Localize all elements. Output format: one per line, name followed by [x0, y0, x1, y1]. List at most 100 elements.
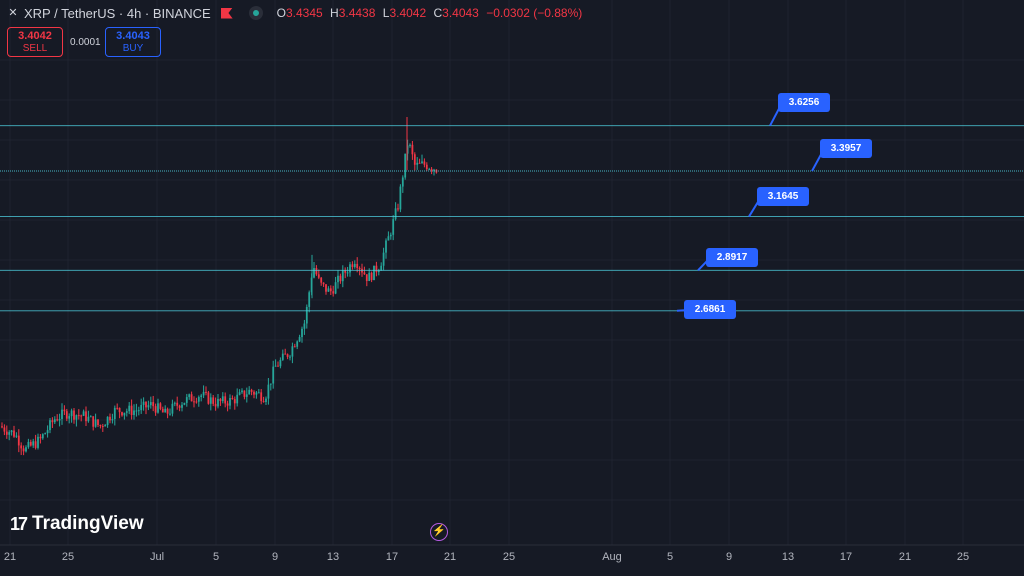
flag-icon[interactable]	[220, 7, 233, 19]
candle-body	[399, 186, 402, 210]
candle-body	[135, 410, 138, 412]
candle-body	[142, 401, 145, 405]
level-badge[interactable]: 3.6256	[778, 93, 830, 112]
candle-body	[315, 267, 318, 275]
candle-body	[418, 162, 421, 164]
candle-body	[41, 434, 44, 439]
candle-body	[406, 145, 409, 154]
tradingview-logo[interactable]: 17 TradingView	[10, 513, 144, 534]
level-badge[interactable]: 2.8917	[706, 248, 758, 267]
candle-body	[56, 419, 59, 421]
eye-icon[interactable]	[248, 6, 263, 20]
candle-body	[284, 353, 287, 355]
sell-button[interactable]: 3.4042 SELL	[7, 27, 63, 57]
candle-body	[161, 408, 164, 413]
lightning-icon[interactable]: ⚡	[430, 523, 448, 541]
candle-body	[363, 272, 366, 275]
x-tick: 21	[3, 551, 17, 563]
candle-body	[231, 398, 234, 400]
candle-body	[219, 398, 222, 402]
candle-body	[308, 292, 311, 307]
candle-body	[82, 411, 85, 416]
candle-body	[166, 408, 169, 414]
candle-body	[195, 401, 198, 403]
x-tick: 5	[666, 551, 674, 563]
candle-body	[101, 425, 104, 427]
x-tick: Jul	[149, 551, 165, 563]
candle-body	[344, 270, 347, 273]
candle-body	[200, 395, 203, 398]
level-badge[interactable]: 3.1645	[757, 187, 809, 206]
candle-body	[385, 240, 387, 253]
x-tick: 9	[725, 551, 733, 563]
candle-body	[10, 430, 13, 433]
candle-body	[125, 411, 128, 413]
candle-body	[339, 275, 342, 282]
symbol-title[interactable]: XRP / TetherUS · 4h · BINANCE	[24, 5, 211, 21]
candle-body	[116, 407, 119, 409]
candle-body	[260, 392, 263, 402]
candle-body	[87, 416, 90, 422]
candle-body	[73, 410, 75, 420]
candle-body	[279, 359, 282, 367]
candle-body	[416, 162, 419, 165]
x-tick: 21	[898, 551, 912, 563]
candle-body	[15, 435, 18, 437]
chart-grid	[0, 0, 1024, 545]
candle-body	[128, 405, 131, 412]
candle-body	[365, 274, 368, 282]
candle-body	[58, 418, 61, 421]
candle-body	[291, 346, 294, 357]
x-tick: 25	[956, 551, 970, 563]
candle-body	[334, 282, 337, 294]
level-badge[interactable]: 2.6861	[684, 300, 736, 319]
candle-body	[183, 402, 186, 405]
candle-body	[104, 425, 107, 427]
candle-body	[413, 154, 416, 165]
candle-body	[212, 397, 215, 404]
candle-body	[109, 416, 111, 421]
candle-body	[75, 415, 78, 420]
candle-body	[39, 436, 42, 439]
candle-body	[430, 168, 433, 171]
candle-body	[411, 144, 414, 155]
candle-body	[224, 396, 227, 404]
candle-body	[99, 425, 102, 427]
candle-body	[159, 403, 162, 409]
candle-body	[289, 356, 291, 358]
candle-body	[394, 208, 397, 220]
buy-button[interactable]: 3.4043 BUY	[105, 27, 161, 57]
candle-body	[154, 406, 157, 413]
candle-body	[61, 409, 63, 419]
candle-body	[77, 415, 80, 417]
candle-body	[269, 383, 272, 385]
candle-body	[421, 161, 423, 164]
candle-body	[250, 389, 253, 392]
candle-body	[106, 416, 109, 426]
candle-body	[171, 403, 174, 414]
candle-body	[281, 353, 284, 360]
candle-body	[207, 392, 210, 404]
price-change: −0.0302 (−0.88%)	[486, 6, 583, 20]
candle-body	[169, 413, 171, 415]
candle-body	[34, 441, 37, 448]
candle-body	[425, 164, 428, 170]
candle-body	[149, 402, 152, 406]
candle-body	[226, 403, 229, 406]
candle-body	[5, 431, 8, 435]
x-tick: 21	[443, 551, 457, 563]
level-badge[interactable]: 3.3957	[820, 139, 872, 158]
x-tick: 13	[781, 551, 795, 563]
candle-body	[13, 430, 15, 437]
candle-body	[197, 397, 200, 402]
candle-body	[22, 448, 25, 452]
candle-body	[404, 153, 407, 178]
candle-body	[209, 397, 212, 404]
candle-body	[46, 430, 49, 434]
candle-body	[317, 274, 320, 278]
candle-body	[176, 402, 179, 406]
candle-body	[65, 411, 68, 419]
candle-body	[313, 267, 315, 278]
candle-body	[255, 392, 258, 395]
